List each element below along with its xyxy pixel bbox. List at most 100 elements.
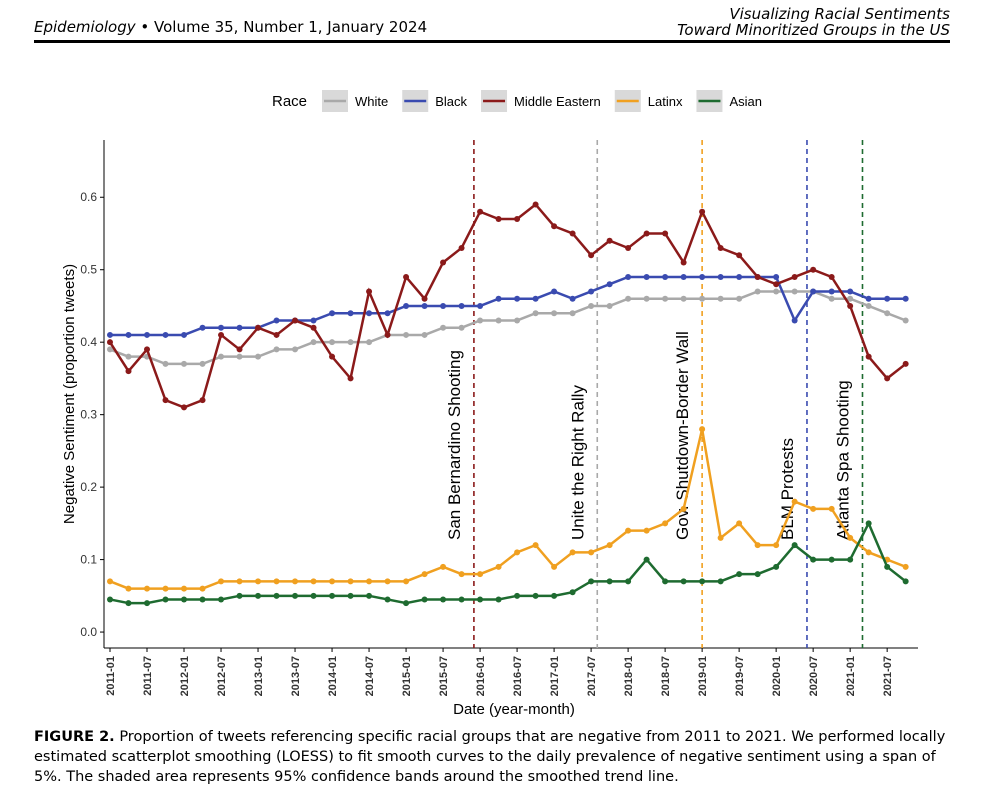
data-point [107,596,113,603]
data-point [366,592,373,599]
data-point [255,592,262,599]
data-point [384,578,391,585]
legend-label: Black [435,94,467,109]
data-point [440,563,447,570]
data-point [736,252,743,259]
data-point [588,252,595,259]
y-tick-label: 0.6 [80,190,97,204]
y-axis-label: Negative Sentiment (proportion tweets) [61,264,78,524]
data-point [680,273,687,280]
data-point [773,281,780,288]
data-point [218,324,225,331]
data-point [199,585,206,592]
data-point [273,578,280,585]
data-point [347,310,354,317]
data-point [366,288,373,295]
data-point [125,353,132,360]
data-point [828,505,835,512]
data-point [421,596,428,603]
data-point [403,578,410,585]
data-point [162,331,169,338]
data-point [717,578,724,585]
data-point [625,273,632,280]
data-point [236,578,243,585]
data-point [828,556,835,563]
data-point [162,596,169,603]
data-point [329,592,336,599]
data-point [532,295,539,302]
data-point [754,542,761,549]
data-point [662,273,669,280]
data-point [699,426,706,433]
data-point [551,288,558,295]
data-point [606,302,613,309]
data-point [292,346,299,353]
data-point [199,397,206,404]
caption-text: Proportion of tweets referencing specifi… [34,729,946,785]
data-point [366,310,373,317]
data-point [273,317,280,324]
data-point [458,244,465,251]
event-label: San Bernardino Shooting [445,350,464,540]
data-point [236,353,243,360]
data-point [458,302,465,309]
data-point [717,273,724,280]
data-point [347,339,354,346]
data-point [329,578,336,585]
data-point [810,266,817,273]
data-point [218,331,225,338]
data-point [310,317,317,324]
data-point [680,505,687,512]
x-tick-label: 2014-01 [327,656,339,696]
data-point [569,310,576,317]
data-point [810,556,817,563]
y-tick-label: 0.2 [80,480,97,494]
data-point [699,295,706,302]
data-point [884,310,891,317]
data-point [236,346,243,353]
data-point [273,592,280,599]
legend-label: Asian [729,94,762,109]
data-point [144,585,151,592]
data-point [107,578,113,585]
y-tick-label: 0.3 [80,408,97,422]
data-point [421,571,428,578]
x-axis-label: Date (year-month) [453,701,575,718]
data-point [458,571,465,578]
data-point [699,208,706,215]
data-point [773,542,780,549]
x-tick-label: 2016-01 [475,656,487,696]
data-point [403,273,410,280]
x-tick-label: 2017-07 [586,656,598,696]
data-point [902,563,909,570]
data-point [440,302,447,309]
data-point [588,549,595,556]
data-point [384,310,391,317]
data-point [199,360,206,367]
x-tick-label: 2014-07 [364,656,376,696]
x-tick-label: 2013-07 [290,656,302,696]
x-tick-label: 2018-07 [660,656,672,696]
data-point [236,592,243,599]
series-line [109,290,907,366]
data-point [643,527,650,534]
data-point [717,534,724,541]
data-point [791,542,798,549]
data-point [347,578,354,585]
data-point [162,585,169,592]
x-tick-label: 2018-01 [623,656,635,696]
data-point [310,578,317,585]
legend-label: Latinx [648,94,683,109]
x-tick-label: 2019-01 [697,656,709,696]
journal: Epidemiology [34,18,136,36]
x-tick-label: 2015-01 [401,656,413,696]
data-point [255,578,262,585]
data-point [292,592,299,599]
data-point [440,596,447,603]
data-point [569,230,576,237]
data-point [884,375,891,382]
data-point [680,295,687,302]
data-point [662,520,669,527]
data-point [902,317,909,324]
y-tick-label: 0.0 [80,625,97,639]
